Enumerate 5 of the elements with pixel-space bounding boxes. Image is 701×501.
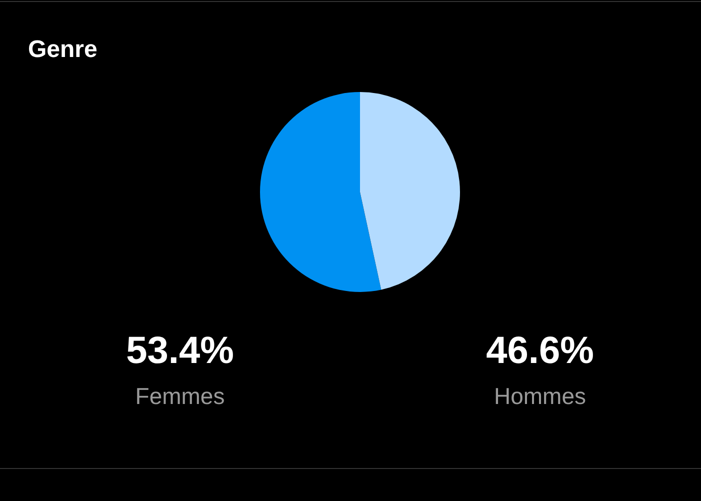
slice-label: Hommes — [492, 383, 587, 410]
data-label: 46.6% — [485, 330, 595, 373]
slice-label: Femmes — [134, 383, 226, 410]
chart-title: Genre — [28, 36, 98, 64]
data-label: 53.4% — [125, 330, 235, 373]
